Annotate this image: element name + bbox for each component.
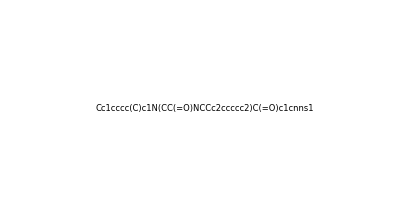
- Text: Cc1cccc(C)c1N(CC(=O)NCCc2ccccc2)C(=O)c1cnns1: Cc1cccc(C)c1N(CC(=O)NCCc2ccccc2)C(=O)c1c…: [96, 104, 314, 113]
